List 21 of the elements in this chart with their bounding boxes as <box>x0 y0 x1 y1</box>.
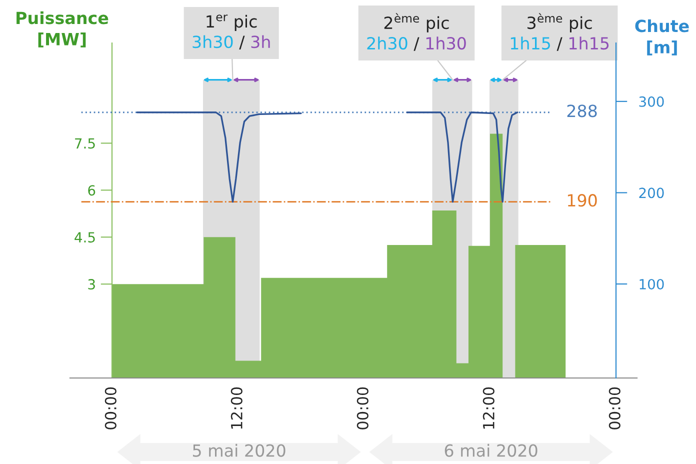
y-tick-label: 3 <box>88 279 95 290</box>
x-tick-label: 12:00 <box>482 387 494 429</box>
x-tick-label: 00:00 <box>104 387 116 430</box>
y2-tick-label: 200 <box>639 188 664 198</box>
ref-line-label: 190 <box>568 194 597 207</box>
text: 2$^{ème}$ pic 2h30 / 1h30 <box>367 13 466 51</box>
text: 6 mai 2020 <box>444 444 538 457</box>
text: 5 mai 2020 <box>192 444 286 457</box>
band-label: 1$^{er}$ pic 3h30 / 3h <box>192 14 270 50</box>
text: 3$^{ème}$ pic 1h15 / 1h15 <box>510 13 609 51</box>
y-tick-label: 4.5 <box>74 232 95 243</box>
x-tick-label: 12:00 <box>230 387 242 429</box>
x-tick-label: 00:00 <box>356 387 368 430</box>
ref-line-label: 288 <box>567 104 597 118</box>
y2-tick-label: 300 <box>639 96 664 107</box>
y-axis-title: Puissance [MW] <box>16 11 108 48</box>
y-tick-label: 6 <box>88 185 96 196</box>
x-tick-label: 00:00 <box>608 387 620 430</box>
y2-tick-label: 100 <box>640 278 664 290</box>
y-tick-label: 7.5 <box>75 138 95 149</box>
y2-axis-title: Chute [m] <box>635 19 689 56</box>
